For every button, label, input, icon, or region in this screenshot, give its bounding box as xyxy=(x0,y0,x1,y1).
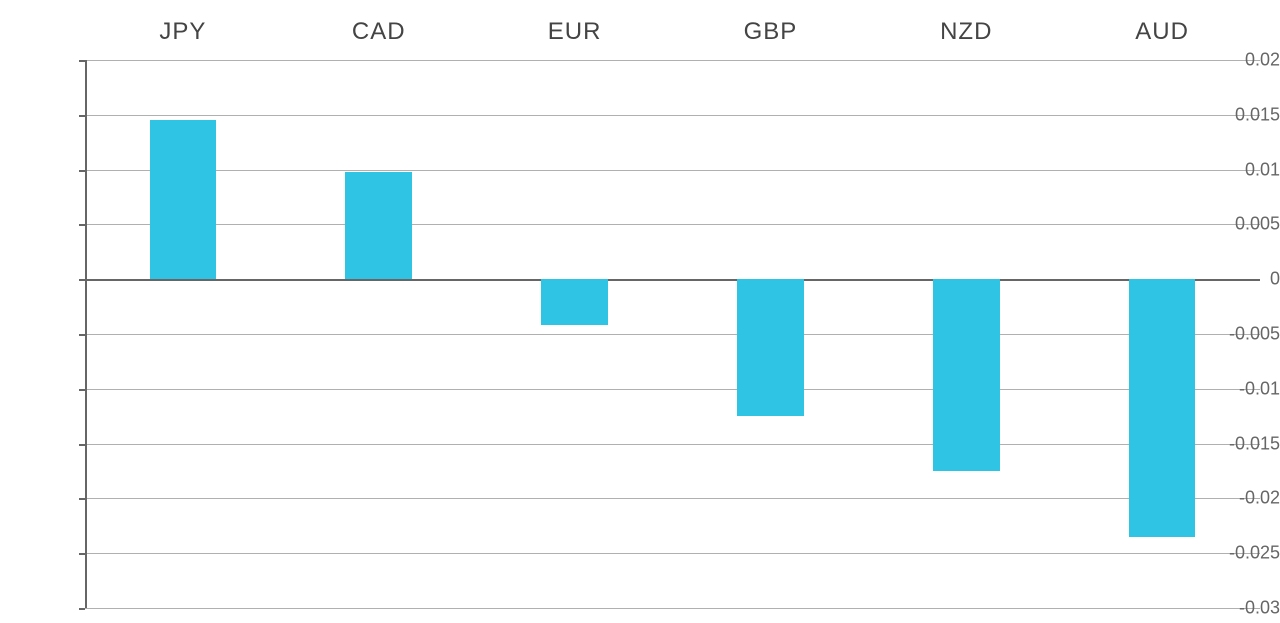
bar-eur xyxy=(541,279,608,325)
gridline xyxy=(85,608,1260,609)
y-axis-label: -0.01 xyxy=(1209,378,1280,399)
y-axis-label: 0.005 xyxy=(1209,214,1280,235)
bar-cad xyxy=(345,172,412,279)
x-axis-label-aud: AUD xyxy=(1135,18,1189,46)
bar-jpy xyxy=(150,120,217,279)
x-axis-label-cad: CAD xyxy=(352,18,406,46)
gridline xyxy=(85,115,1260,116)
y-axis-label: -0.03 xyxy=(1209,598,1280,619)
y-axis-label: 0.015 xyxy=(1209,104,1280,125)
gridline xyxy=(85,334,1260,335)
y-axis-label: -0.015 xyxy=(1209,433,1280,454)
gridline xyxy=(85,224,1260,225)
y-axis-label: -0.005 xyxy=(1209,324,1280,345)
gridline xyxy=(85,444,1260,445)
currency-bar-chart: 0.02 0.015 0.01 0.005 0 -0.005 -0.01 -0.015 -0.0… xyxy=(0,0,1280,623)
y-axis-label: 0 xyxy=(1209,269,1280,290)
gridline xyxy=(85,498,1260,499)
gridline xyxy=(85,389,1260,390)
y-axis-label: -0.025 xyxy=(1209,543,1280,564)
zero-line xyxy=(85,279,1260,281)
y-axis-line xyxy=(85,60,87,608)
y-tick xyxy=(79,608,85,610)
bar-aud xyxy=(1129,279,1196,537)
bar-nzd xyxy=(933,279,1000,471)
bar-gbp xyxy=(737,279,804,416)
y-axis-label: 0.01 xyxy=(1209,159,1280,180)
x-axis-label-nzd: NZD xyxy=(940,18,992,46)
plot-area xyxy=(85,60,1260,608)
gridline xyxy=(85,60,1260,61)
y-axis-label: 0.02 xyxy=(1209,50,1280,71)
gridline xyxy=(85,170,1260,171)
x-axis-label-gbp: GBP xyxy=(744,18,798,46)
x-axis-label-jpy: JPY xyxy=(159,18,206,46)
x-axis-label-eur: EUR xyxy=(548,18,602,46)
y-axis-label: -0.02 xyxy=(1209,488,1280,509)
gridline xyxy=(85,553,1260,554)
